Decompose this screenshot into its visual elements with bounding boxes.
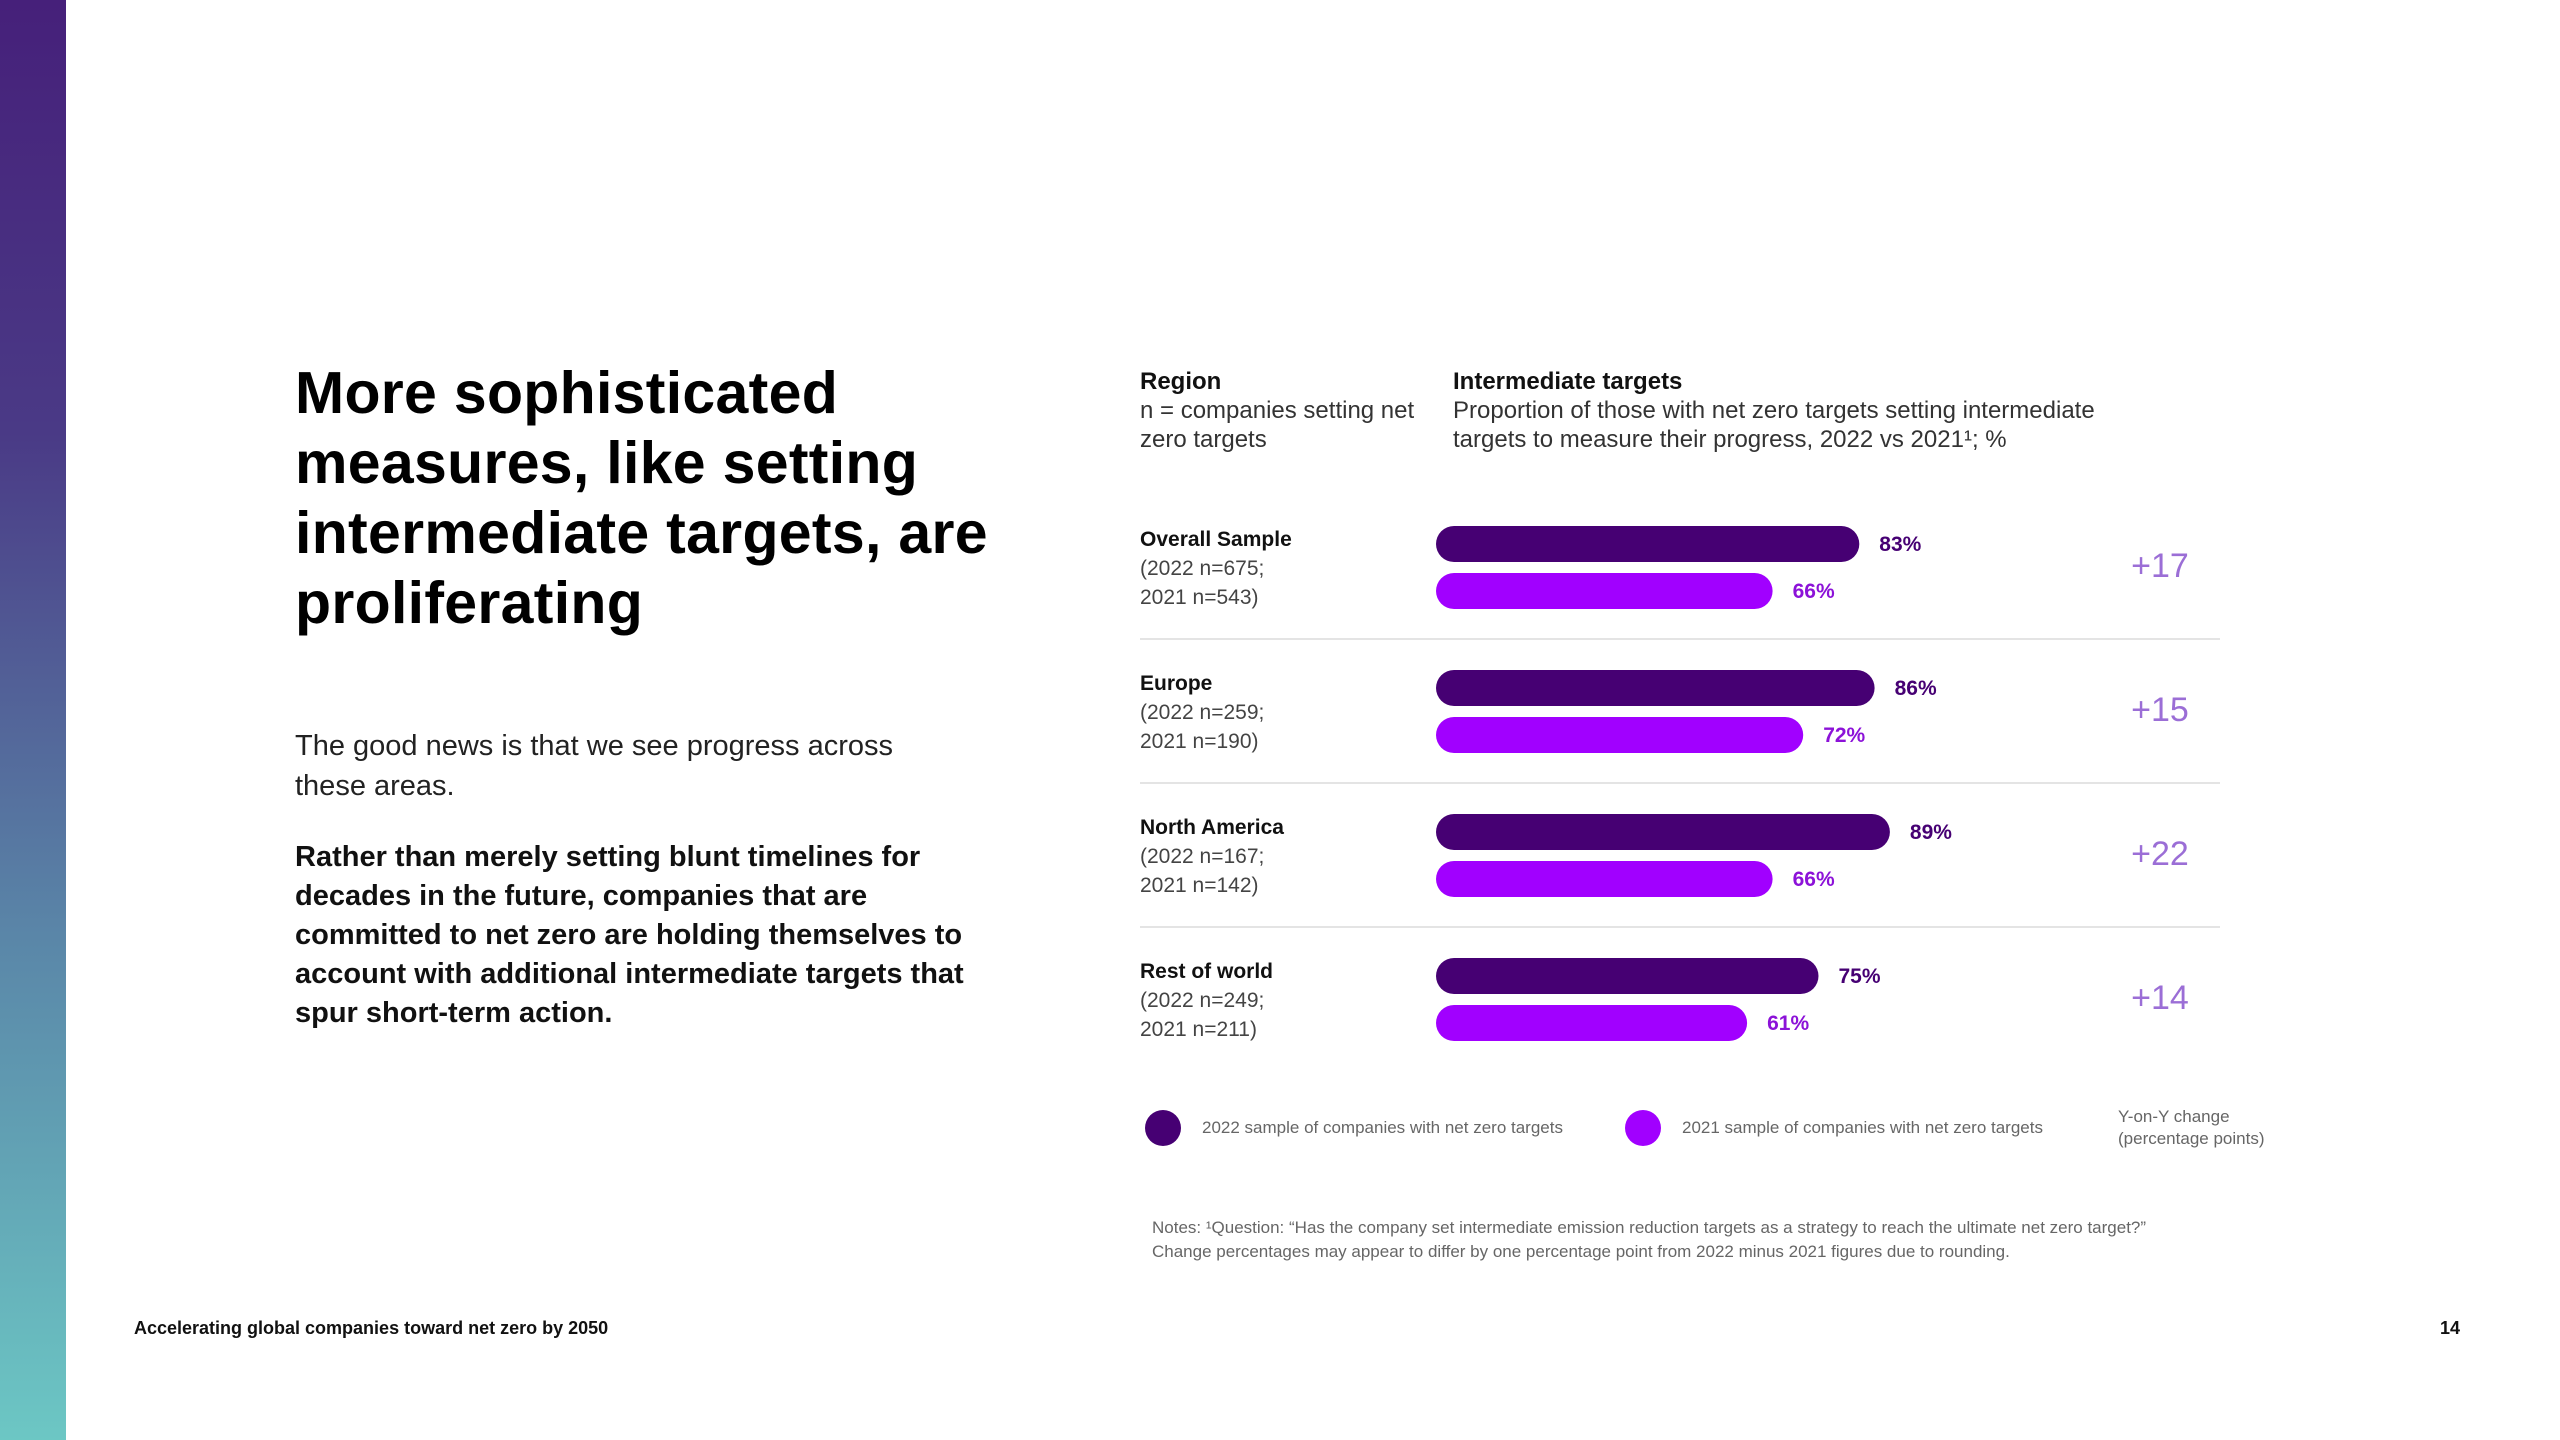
row-n-2021: 2021 n=142) bbox=[1140, 874, 1259, 897]
bar-2022 bbox=[1436, 958, 1819, 994]
legend-2021-label: 2021 sample of companies with net zero t… bbox=[1682, 1118, 2043, 1137]
targets-header-subtitle: Proportion of those with net zero target… bbox=[1453, 397, 2095, 453]
footer-title: Accelerating global companies toward net… bbox=[134, 1318, 609, 1338]
row-n-2022: (2022 n=167; bbox=[1140, 845, 1265, 868]
page-title: More sophisticated measures, like settin… bbox=[295, 360, 988, 636]
notes-line-2: Change percentages may appear to differ … bbox=[1152, 1242, 2010, 1261]
bar-value-label: 89% bbox=[1910, 821, 1952, 844]
bar-2021 bbox=[1436, 717, 1804, 753]
bar-value-label: 86% bbox=[1895, 677, 1937, 700]
row-n-2021: 2021 n=190) bbox=[1140, 730, 1259, 753]
row-n-2022: (2022 n=675; bbox=[1140, 557, 1265, 580]
targets-header-title: Intermediate targets bbox=[1453, 368, 1683, 395]
row-divider bbox=[1140, 638, 2220, 640]
row-label-north-america: North America (2022 n=167; 2021 n=142) bbox=[1140, 813, 1380, 900]
row-n-2022: (2022 n=249; bbox=[1140, 989, 1265, 1012]
row-divider bbox=[1140, 926, 2220, 928]
bar-value-label: 72% bbox=[1823, 724, 1865, 747]
legend-change-label: Y-on-Y change (percentage points) bbox=[2118, 1107, 2265, 1148]
body-text: Rather than merely setting blunt timelin… bbox=[295, 841, 964, 1029]
row-name: North America bbox=[1140, 816, 1284, 839]
targets-header: Intermediate targets Proportion of those… bbox=[1453, 367, 2173, 454]
bar-2021 bbox=[1436, 861, 1773, 897]
yoy-change-label: +22 bbox=[2131, 835, 2189, 873]
legend-2022-label: 2022 sample of companies with net zero t… bbox=[1202, 1118, 1563, 1137]
intro-text: The good news is that we see progress ac… bbox=[295, 730, 894, 802]
row-label-rest-of-world: Rest of world (2022 n=249; 2021 n=211) bbox=[1140, 957, 1380, 1044]
notes: Notes: ¹Question: “Has the company set i… bbox=[1152, 1216, 2332, 1264]
yoy-change-label: +17 bbox=[2131, 547, 2189, 585]
bar-value-label: 66% bbox=[1793, 580, 1835, 603]
region-header-title: Region bbox=[1140, 368, 1222, 395]
bar-2022 bbox=[1436, 526, 1860, 562]
notes-line-1: Notes: ¹Question: “Has the company set i… bbox=[1152, 1218, 2147, 1237]
legend-2022-swatch bbox=[1145, 1110, 1181, 1146]
bar-2021 bbox=[1436, 573, 1773, 609]
row-name: Europe bbox=[1140, 672, 1213, 695]
row-n-2021: 2021 n=211) bbox=[1140, 1018, 1257, 1041]
yoy-change-label: +15 bbox=[2131, 691, 2189, 729]
yoy-change-label: +14 bbox=[2131, 979, 2189, 1017]
row-n-2022: (2022 n=259; bbox=[1140, 701, 1265, 724]
region-header-subtitle: n = companies setting net zero targets bbox=[1140, 397, 1415, 453]
bar-value-label: 75% bbox=[1839, 965, 1881, 988]
row-name: Overall Sample bbox=[1140, 528, 1292, 551]
row-divider bbox=[1140, 782, 2220, 784]
bar-2021 bbox=[1436, 1005, 1748, 1041]
bar-2022 bbox=[1436, 814, 1890, 850]
row-label-europe: Europe (2022 n=259; 2021 n=190) bbox=[1140, 669, 1380, 756]
row-name: Rest of world bbox=[1140, 960, 1274, 983]
row-n-2021: 2021 n=543) bbox=[1140, 586, 1259, 609]
bar-value-label: 61% bbox=[1767, 1012, 1809, 1035]
region-header: Region n = companies setting net zero ta… bbox=[1140, 367, 1420, 454]
side-gradient-strip bbox=[0, 0, 66, 1440]
bar-value-label: 66% bbox=[1793, 868, 1835, 891]
bar-value-label: 83% bbox=[1879, 533, 1921, 556]
legend-2021-swatch bbox=[1625, 1110, 1661, 1146]
page-number: 14 bbox=[2439, 1318, 2460, 1338]
bar-2022 bbox=[1436, 670, 1875, 706]
row-label-overall: Overall Sample (2022 n=675; 2021 n=543) bbox=[1140, 525, 1380, 612]
